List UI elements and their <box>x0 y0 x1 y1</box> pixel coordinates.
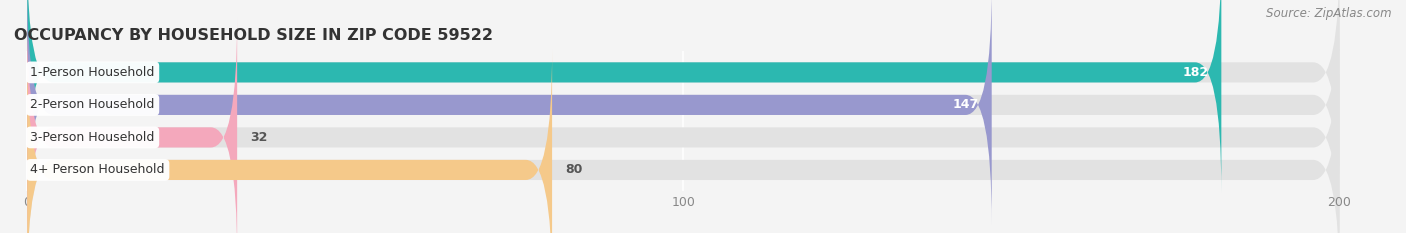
Text: 2-Person Household: 2-Person Household <box>31 98 155 111</box>
FancyBboxPatch shape <box>27 17 238 233</box>
Text: 32: 32 <box>250 131 267 144</box>
FancyBboxPatch shape <box>27 0 1340 225</box>
Text: 182: 182 <box>1182 66 1208 79</box>
Text: 147: 147 <box>952 98 979 111</box>
FancyBboxPatch shape <box>27 0 1222 192</box>
FancyBboxPatch shape <box>27 50 1340 233</box>
Text: 3-Person Household: 3-Person Household <box>31 131 155 144</box>
FancyBboxPatch shape <box>27 50 553 233</box>
Text: 80: 80 <box>565 163 582 176</box>
Text: Source: ZipAtlas.com: Source: ZipAtlas.com <box>1267 7 1392 20</box>
FancyBboxPatch shape <box>27 0 1340 192</box>
Text: 4+ Person Household: 4+ Person Household <box>31 163 165 176</box>
FancyBboxPatch shape <box>27 17 1340 233</box>
FancyBboxPatch shape <box>27 0 991 225</box>
Text: OCCUPANCY BY HOUSEHOLD SIZE IN ZIP CODE 59522: OCCUPANCY BY HOUSEHOLD SIZE IN ZIP CODE … <box>14 28 494 43</box>
Text: 1-Person Household: 1-Person Household <box>31 66 155 79</box>
